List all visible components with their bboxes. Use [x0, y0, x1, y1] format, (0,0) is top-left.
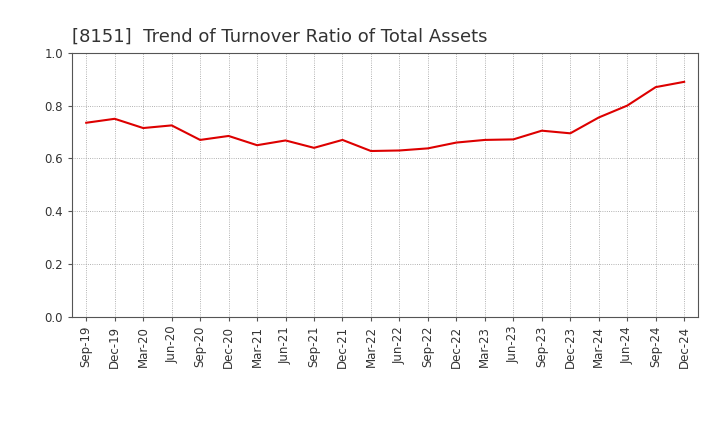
Text: [8151]  Trend of Turnover Ratio of Total Assets: [8151] Trend of Turnover Ratio of Total …: [72, 28, 487, 46]
